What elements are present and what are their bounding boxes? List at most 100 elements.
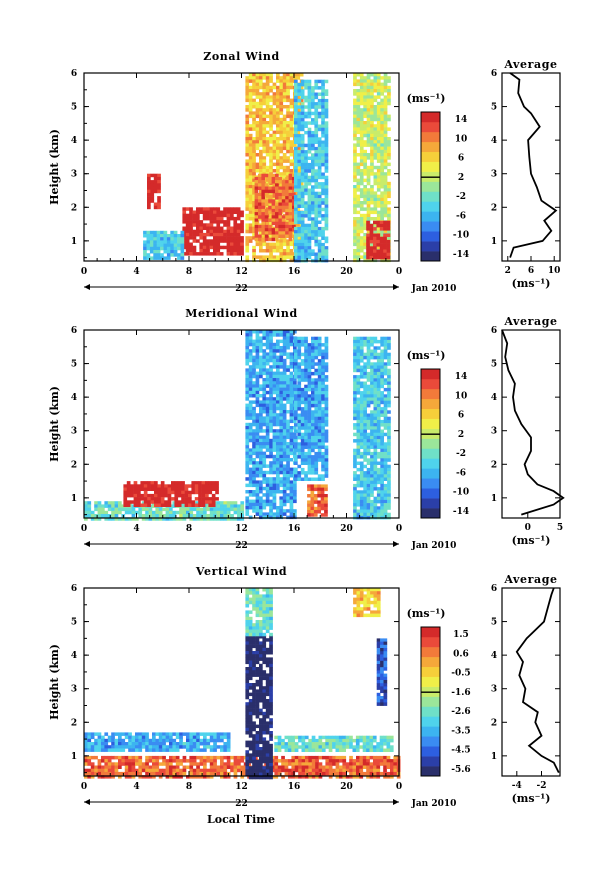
heatmap-cell: [314, 147, 318, 151]
heatmap-cell: [127, 491, 131, 495]
heatmap-cell: [286, 484, 290, 488]
heatmap-cell: [261, 187, 265, 191]
heatmap-cell: [376, 240, 380, 244]
heatmap-cell: [164, 250, 168, 254]
heatmap-cell: [353, 465, 357, 469]
heatmap-cell: [210, 243, 214, 247]
heatmap-cell: [273, 156, 277, 160]
heatmap-cell: [321, 102, 325, 106]
heatmap-cell: [304, 125, 308, 129]
heatmap-cell: [283, 397, 287, 401]
heatmap-cell: [216, 227, 220, 231]
heatmap-cell: [370, 356, 374, 360]
heatmap-cell: [311, 362, 315, 366]
heatmap-cell: [189, 220, 193, 224]
heatmap-cell: [321, 176, 325, 180]
heatmap-cell: [153, 253, 157, 257]
heatmap-cell: [256, 95, 260, 99]
heatmap-cell: [290, 429, 294, 433]
heatmap-cell: [304, 189, 308, 193]
heatmap-cell: [143, 244, 147, 248]
heatmap-cell: [360, 394, 364, 398]
y-tick-label: 3: [71, 427, 77, 437]
heatmap-cell: [374, 382, 378, 386]
heatmap-cell: [370, 246, 374, 250]
heatmap-cell: [325, 227, 329, 231]
heatmap-cell: [370, 172, 374, 176]
heatmap-cell: [318, 398, 322, 402]
heatmap-cell: [304, 337, 308, 341]
heatmap-cell: [318, 198, 322, 202]
heatmap-cell: [380, 76, 384, 80]
heatmap-cell: [259, 426, 263, 430]
heatmap-cell: [318, 359, 322, 363]
heatmap-cell: [304, 423, 308, 427]
heatmap-cell: [268, 174, 272, 178]
heatmap-cell: [276, 416, 280, 420]
heatmap-cell: [147, 174, 151, 178]
heatmap-cell: [387, 506, 391, 510]
heatmap-cell: [353, 102, 357, 106]
heatmap-cell: [377, 369, 381, 373]
heatmap-cell: [256, 124, 260, 128]
heatmap-cell: [266, 95, 270, 99]
heatmap-cell: [283, 432, 287, 436]
heatmap-cell: [311, 442, 315, 446]
heatmap-cell: [357, 185, 361, 189]
heatmap-cell: [249, 211, 253, 215]
heatmap-cell: [377, 195, 381, 199]
heatmap-cell: [252, 506, 256, 510]
heatmap-cell: [245, 243, 249, 247]
heatmap-cell: [376, 234, 380, 238]
heatmap-cell: [360, 86, 364, 90]
heatmap-cell: [269, 346, 273, 350]
heatmap-cell: [374, 115, 378, 119]
heatmap-cell: [304, 471, 308, 475]
heatmap-cell: [317, 507, 321, 511]
heatmap-cell: [283, 413, 287, 417]
heatmap-cell: [290, 365, 294, 369]
heatmap-cell: [282, 219, 286, 223]
heatmap-cell: [268, 180, 272, 184]
heatmap-cell: [245, 471, 249, 475]
heatmap-cell: [256, 375, 260, 379]
heatmap-cell: [301, 163, 305, 167]
heatmap-cell: [294, 99, 298, 103]
heatmap-cell: [252, 452, 256, 456]
heatmap-cell: [387, 375, 391, 379]
heatmap-cell: [269, 439, 273, 443]
heatmap-cell: [111, 511, 115, 515]
heatmap-cell: [360, 246, 364, 250]
heatmap-cell: [151, 484, 155, 488]
heatmap-cell: [283, 159, 287, 163]
heatmap-cell: [170, 244, 174, 248]
heatmap-cell: [321, 385, 325, 389]
heatmap-cell: [370, 105, 374, 109]
heatmap-cell: [289, 180, 293, 184]
heatmap-cell: [297, 195, 301, 199]
heatmap-cell: [314, 176, 318, 180]
heatmap-cell: [294, 227, 298, 231]
heatmap-cell: [252, 490, 256, 494]
heatmap-cell: [273, 381, 277, 385]
heatmap-cell: [233, 236, 237, 240]
heatmap-cell: [387, 356, 391, 360]
colorbar-segment: [421, 399, 440, 409]
heatmap-cell: [304, 439, 308, 443]
heatmap-cell: [314, 420, 318, 424]
heatmap-cell: [252, 127, 256, 130]
heatmap-cell: [256, 365, 260, 369]
heatmap-cell: [387, 478, 391, 482]
heatmap-cell: [193, 508, 197, 512]
heatmap-cell: [286, 156, 290, 160]
heatmap-cell: [237, 223, 241, 227]
heatmap-cell: [164, 256, 168, 260]
heatmap-cell: [384, 172, 388, 176]
heatmap-cell: [273, 397, 277, 401]
heatmap-cell: [252, 252, 256, 256]
heatmap-cell: [360, 134, 364, 138]
heatmap-cell: [363, 452, 367, 456]
heatmap-cell: [360, 169, 364, 173]
heatmap-cell: [276, 372, 280, 376]
